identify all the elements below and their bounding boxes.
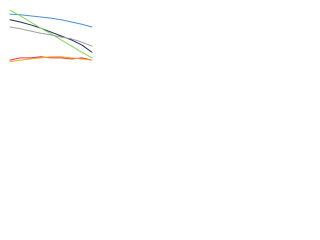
series-line xyxy=(9,19,93,53)
series-line xyxy=(9,56,93,63)
chart xyxy=(9,9,93,63)
series-line xyxy=(9,9,93,59)
page: {"chart_data": {"type": "line", "categor… xyxy=(0,0,100,71)
series-line xyxy=(9,13,93,28)
series-line xyxy=(9,26,93,47)
